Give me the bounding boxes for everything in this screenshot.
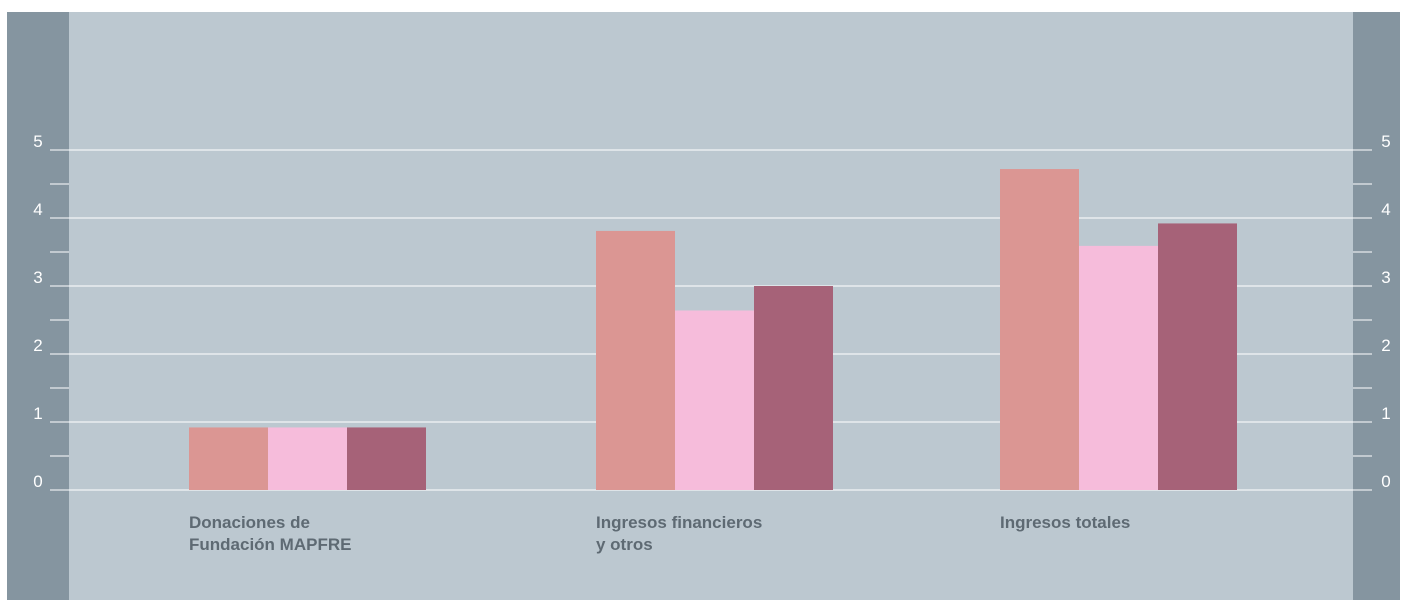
right-axis-band	[1353, 12, 1400, 600]
y-tick-label-right: 5	[1381, 132, 1390, 151]
bar-series-2-category-3	[1079, 245, 1158, 490]
axis-ticks: 0 0 1 1 2 2 3 3 4 4 5 5	[33, 132, 1390, 491]
y-tick-label-left: 1	[33, 404, 42, 423]
bar-series-1-category-3	[1000, 169, 1079, 491]
left-axis-band	[7, 12, 69, 600]
bar-series-1-category-2	[596, 230, 675, 491]
bar-series-1-category-1	[189, 427, 268, 490]
y-tick-label-left: 3	[33, 268, 42, 287]
bars	[189, 169, 1237, 491]
bar-series-3-category-2	[754, 286, 833, 490]
y-tick-label-left: 4	[33, 200, 42, 219]
category-label-ingresos-totales: Ingresos totales	[1000, 513, 1131, 532]
y-tick-label-right: 1	[1381, 404, 1390, 423]
y-tick-label-left: 2	[33, 336, 42, 355]
category-label-ingresos-financieros: Ingresos financieros y otros	[596, 513, 763, 554]
y-tick-label-left: 5	[33, 132, 42, 151]
bar-series-3-category-3	[1158, 223, 1237, 490]
y-tick-label-left: 0	[33, 472, 42, 491]
y-tick-label-right: 3	[1381, 268, 1390, 287]
category-label-donaciones: Donaciones de Fundación MAPFRE	[189, 513, 352, 554]
y-tick-label-right: 4	[1381, 200, 1390, 219]
bar-series-3-category-1	[347, 427, 426, 490]
y-tick-label-right: 0	[1381, 472, 1390, 491]
bar-series-2-category-2	[675, 310, 754, 490]
y-tick-label-right: 2	[1381, 336, 1390, 355]
bar-series-2-category-1	[268, 427, 347, 490]
